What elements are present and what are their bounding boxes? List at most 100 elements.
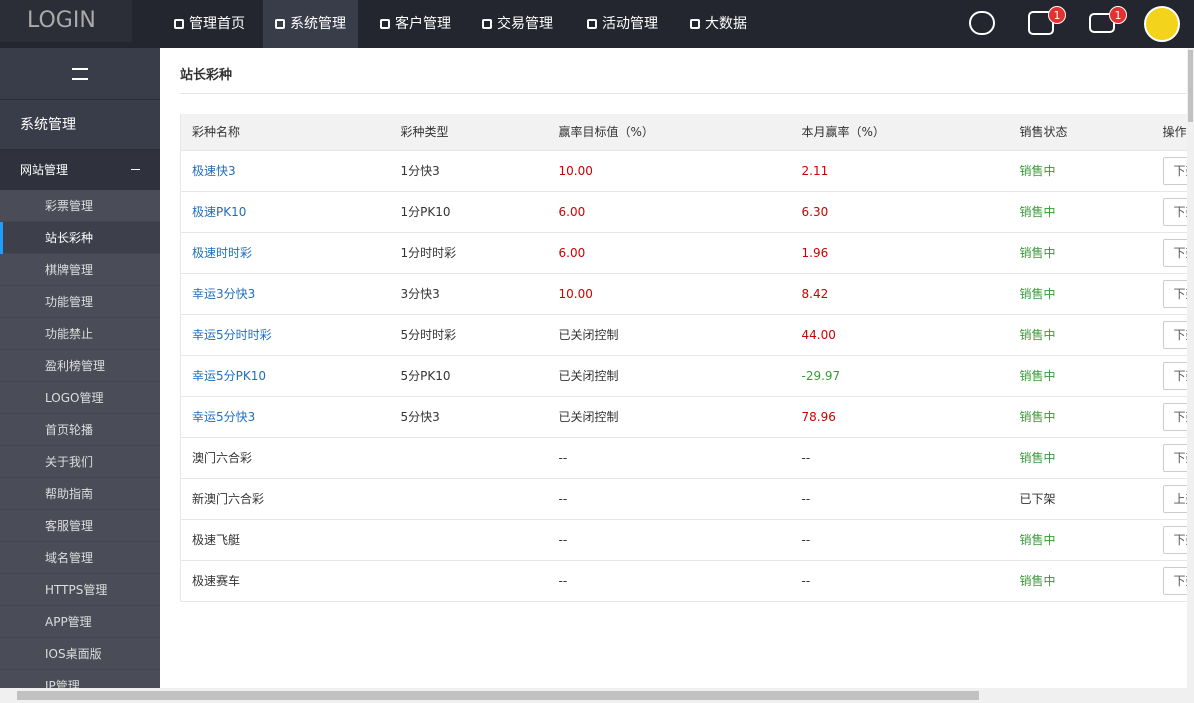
cell-text: 销售中: [1019, 451, 1056, 465]
cell-text: 销售中: [1019, 574, 1056, 588]
cell-text: 新澳门六合彩: [192, 492, 265, 506]
table-cell: 幸运5分时时彩: [180, 314, 390, 356]
table-row: 极速PK10 1分PK10 6.00 6.30 销售中 下架: [180, 191, 1194, 233]
cell-text: 销售中: [1019, 246, 1056, 260]
sidebar-item[interactable]: 客服管理: [0, 510, 160, 542]
table-cell: 下架: [1151, 191, 1194, 233]
cell-text[interactable]: 极速PK10: [192, 205, 247, 219]
cell-text[interactable]: 极速快3: [192, 164, 236, 178]
badge: 1: [1048, 6, 1066, 24]
badge: 1: [1109, 6, 1127, 24]
sidebar-item[interactable]: 棋牌管理: [0, 254, 160, 286]
sidebar-item[interactable]: APP管理: [0, 606, 160, 638]
cell-text: 销售中: [1019, 328, 1056, 342]
table-row: 幸运5分时时彩 5分时时彩 已关闭控制 44.00 销售中 下架: [180, 314, 1194, 356]
table-cell: 6.00: [547, 232, 791, 274]
cell-text: 2.11: [801, 163, 829, 178]
cell-text: 78.96: [801, 409, 836, 424]
scrollbar[interactable]: [0, 688, 1194, 703]
table-cell: 下架: [1151, 150, 1194, 192]
table-cell: 销售中: [1008, 355, 1152, 397]
cell-text: 1分快3: [400, 164, 440, 178]
sidebar-item[interactable]: 首页轮播: [0, 414, 160, 446]
sidebar-item[interactable]: 功能管理: [0, 286, 160, 318]
table-cell: 已关闭控制: [547, 396, 791, 438]
cell-text: 5分PK10: [400, 369, 451, 383]
header: LOGIN 管理首页 系统管理 客户管理 交易管理 活动管理 大数据 1 1: [0, 0, 1194, 48]
nav-item[interactable]: 交易管理: [470, 0, 565, 48]
cell-text[interactable]: 幸运5分快3: [192, 410, 256, 424]
table-cell: 已关闭控制: [547, 314, 791, 356]
table-row: 新澳门六合彩 -- -- 已下架 上架: [180, 478, 1194, 520]
sidebar-item[interactable]: 域名管理: [0, 542, 160, 574]
table-cell: 极速快3: [180, 150, 390, 192]
sidebar-item[interactable]: IP管理: [0, 670, 160, 688]
table-cell: 1分PK10: [389, 191, 548, 233]
cell-text: 5分时时彩: [400, 328, 457, 342]
table-cell: 5分PK10: [389, 355, 548, 397]
table-cell: 1分快3: [389, 150, 548, 192]
table-row: 极速飞艇----销售中下架: [180, 519, 1194, 561]
table-row: 澳门六合彩 -- -- 销售中 下架: [180, 437, 1194, 479]
table-cell: 销售中: [1008, 519, 1152, 561]
logo[interactable]: LOGIN: [0, 0, 132, 42]
sidebar-item[interactable]: 站长彩种: [0, 222, 160, 254]
nav-item[interactable]: 客户管理: [368, 0, 463, 48]
table-cell: 销售中: [1008, 191, 1152, 233]
menu-toggle[interactable]: [0, 48, 160, 100]
table-cell: 78.96: [790, 396, 1009, 438]
cell-text: 销售中: [1019, 205, 1056, 219]
cell-text: 销售中: [1019, 164, 1056, 178]
nav-item[interactable]: 系统管理: [263, 0, 358, 48]
column-header: 彩种类型: [389, 114, 548, 151]
table-cell: --: [790, 560, 1009, 602]
table-cell: 5分时时彩: [389, 314, 548, 356]
sidebar: 系统管理 网站管理 彩票管理 站长彩种 棋牌管理 功能管理 功能禁止 盈利榜管理 LOGO管…: [0, 48, 160, 688]
sidebar-item[interactable]: HTTPS管理: [0, 574, 160, 606]
cell-text: --: [801, 491, 811, 506]
table-cell: 销售中: [1008, 273, 1152, 315]
sidebar-item[interactable]: IOS桌面版: [0, 638, 160, 670]
cell-text: 3分快3: [400, 287, 440, 301]
cell-text[interactable]: 幸运3分快3: [192, 287, 256, 301]
sidebar-item[interactable]: 彩票管理: [0, 190, 160, 222]
table-cell: 8.42: [790, 273, 1009, 315]
scrollbar[interactable]: [1187, 48, 1194, 688]
sidebar-item[interactable]: 盈利榜管理: [0, 350, 160, 382]
table-cell: 6.00: [547, 191, 791, 233]
nav-item[interactable]: 活动管理: [575, 0, 670, 48]
cell-text: 6.30: [801, 204, 829, 219]
table-cell: 10.00: [547, 273, 791, 315]
avatar[interactable]: [1144, 6, 1180, 42]
table-cell: 10.00: [547, 150, 791, 192]
cell-text: --: [801, 450, 811, 465]
cell-text: 6.00: [558, 245, 586, 260]
table-cell: -29.97: [790, 355, 1009, 397]
currency-icon[interactable]: [969, 11, 995, 35]
cell-text: 8.42: [801, 286, 829, 301]
sidebar-group[interactable]: 网站管理: [0, 150, 160, 190]
sidebar-item[interactable]: 帮助指南: [0, 478, 160, 510]
sidebar-section[interactable]: 系统管理: [0, 100, 160, 150]
cell-text: 销售中: [1019, 533, 1056, 547]
sidebar-item[interactable]: 关于我们: [0, 446, 160, 478]
cell-text: 极速飞艇: [192, 533, 241, 547]
cell-text: 6.00: [558, 204, 586, 219]
table-cell: 下架: [1151, 355, 1194, 397]
cell-text: 已关闭控制: [558, 369, 619, 383]
table-cell: 44.00: [790, 314, 1009, 356]
cell-text: 1分PK10: [400, 205, 451, 219]
cell-text[interactable]: 极速时时彩: [192, 246, 253, 260]
nav-item[interactable]: 大数据: [678, 0, 759, 48]
cell-text: --: [558, 450, 568, 465]
cell-text: 5分快3: [400, 410, 440, 424]
cell-text[interactable]: 幸运5分时时彩: [192, 328, 272, 342]
sidebar-item[interactable]: 功能禁止: [0, 318, 160, 350]
table-cell: 已关闭控制: [547, 355, 791, 397]
table-row: 幸运5分快3 5分快3 已关闭控制 78.96 销售中 下架: [180, 396, 1194, 438]
cell-text[interactable]: 幸运5分PK10: [192, 369, 267, 383]
sidebar-item[interactable]: LOGO管理: [0, 382, 160, 414]
nav-item[interactable]: 管理首页: [162, 0, 257, 48]
table-cell: [389, 437, 548, 479]
table-row: 极速赛车----销售中下架: [180, 560, 1194, 602]
